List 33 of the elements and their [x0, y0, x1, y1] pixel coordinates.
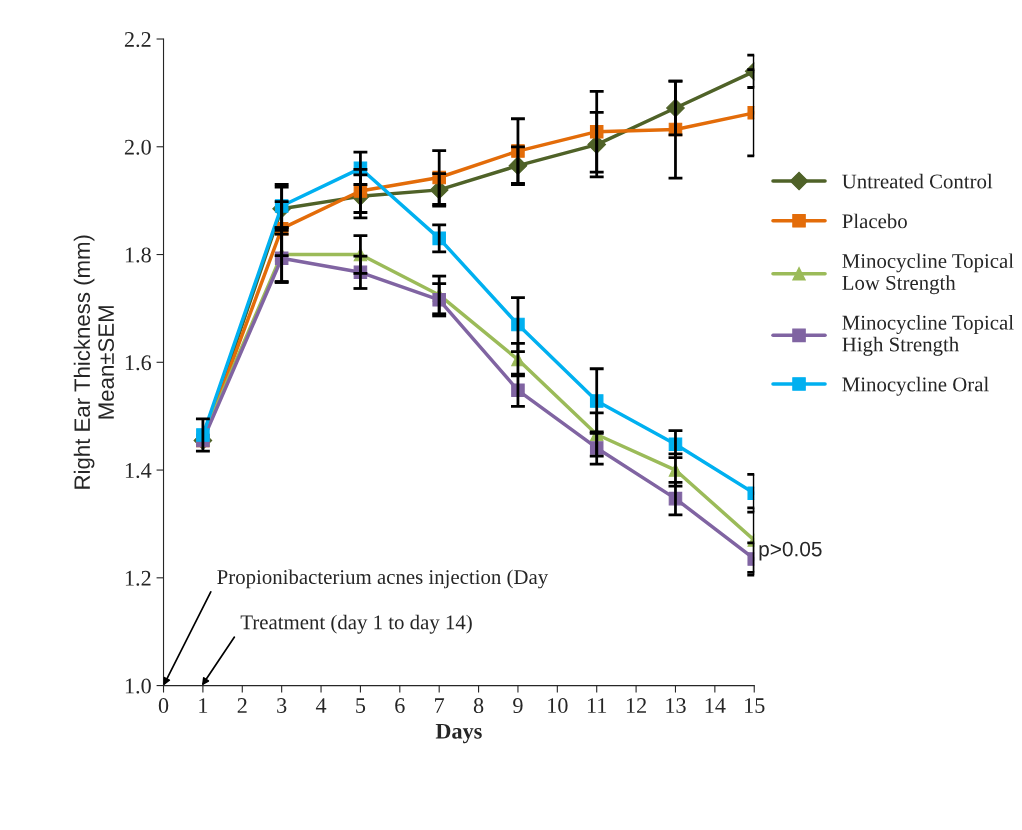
legend-label: Minocycline Topical High Strength	[842, 315, 1014, 356]
x-tick-label: 13	[666, 698, 686, 714]
legend-label: Minocycline Oral	[842, 376, 989, 396]
x-tick-label: 3	[277, 698, 287, 714]
legend-label: Placebo	[842, 213, 907, 229]
x-tick-label: 10	[548, 698, 568, 714]
x-tick-label: 7	[435, 698, 445, 713]
y-tick-label: 1.8	[125, 247, 151, 263]
x-tick-label: 11	[587, 698, 607, 713]
y-axis-title: Right Ear Thickness (mm) Mean±SEM	[73, 235, 114, 489]
y-tick-label: 1.2	[125, 570, 151, 586]
x-tick-label: 5	[356, 698, 366, 714]
legend-label: Minocycline Topical Low Strength	[842, 253, 1014, 295]
x-tick-label: 12	[626, 698, 646, 713]
x-tick-label: 14	[705, 698, 726, 713]
annotation: Propionibacterium acnes injection (Day	[217, 569, 549, 589]
x-tick-label: 8	[473, 698, 484, 714]
y-tick-label: 1.4	[125, 463, 152, 479]
annotation: Treatment (day 1 to day 14)	[240, 614, 472, 634]
x-tick-label: 6	[395, 698, 405, 714]
y-tick-label: 1.0	[125, 678, 151, 694]
y-tick-label: 2.2	[124, 32, 151, 48]
y-tick-label: 1.6	[125, 355, 152, 371]
x-tick-label: 4	[315, 698, 327, 713]
annotation: p>0.05	[759, 541, 822, 561]
y-tick-label: 2.0	[124, 139, 151, 155]
x-axis-title: Days	[435, 723, 482, 744]
x-tick-label: 1	[199, 698, 208, 713]
x-tick-label: 9	[513, 698, 523, 714]
x-tick-label: 15	[745, 698, 765, 714]
x-tick-label: 0	[158, 698, 169, 714]
x-tick-label: 2	[237, 698, 247, 713]
legend-label: Untreated Control	[842, 173, 993, 189]
